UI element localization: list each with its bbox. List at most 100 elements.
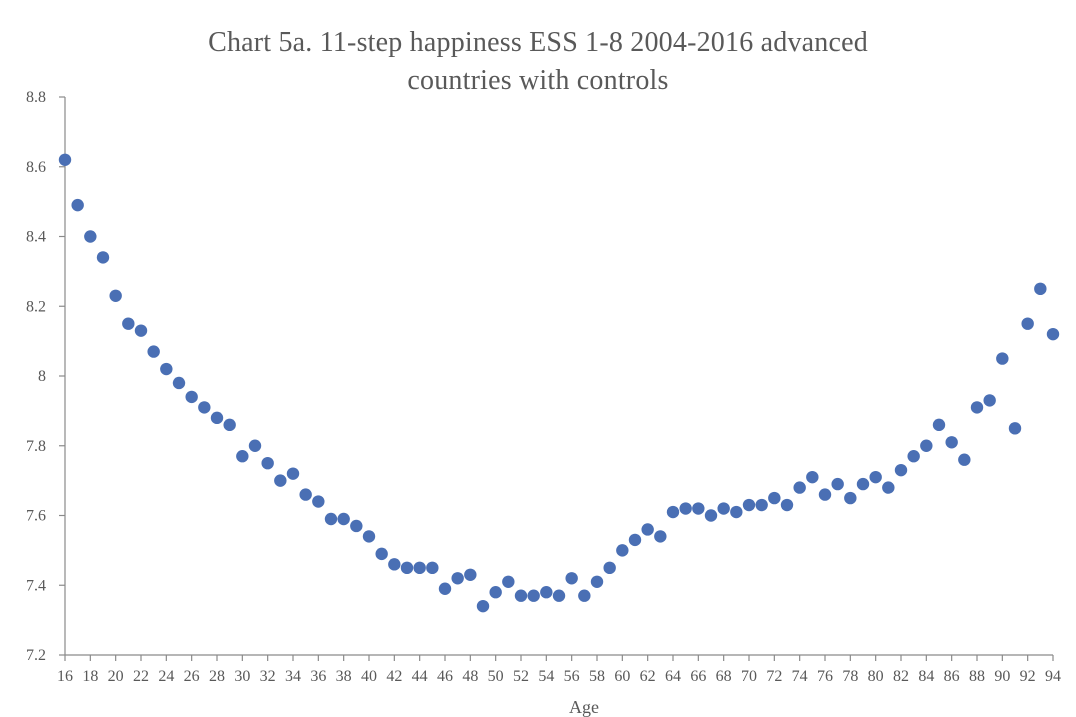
data-point [1008, 422, 1022, 435]
data-point [818, 488, 832, 501]
x-tick-label: 54 [538, 668, 554, 685]
data-points [58, 153, 1060, 613]
x-tick-label: 42 [386, 668, 402, 685]
data-point [134, 324, 148, 337]
x-tick-label: 88 [969, 668, 985, 685]
data-point [426, 561, 439, 575]
data-point [1046, 327, 1060, 341]
data-point [400, 561, 414, 575]
x-tick-label: 30 [234, 668, 250, 685]
x-tick-label: 90 [994, 668, 1010, 685]
data-point [337, 512, 350, 526]
data-point [654, 530, 667, 543]
data-point [198, 401, 211, 414]
x-tick-label: 76 [817, 668, 833, 685]
data-point [147, 345, 160, 358]
y-tick-label: 7.8 [26, 438, 46, 455]
data-point [920, 439, 933, 452]
data-point [641, 523, 654, 536]
x-tick-label: 48 [462, 668, 478, 685]
data-point [666, 505, 680, 519]
data-point [299, 488, 312, 501]
x-tick-label: 32 [260, 668, 276, 685]
data-point [540, 586, 553, 599]
data-point [628, 533, 642, 547]
data-point [755, 498, 768, 512]
x-tick-label: 50 [488, 668, 504, 685]
x-tick-label: 60 [614, 668, 630, 685]
data-point [793, 481, 806, 494]
data-point [413, 561, 426, 575]
data-point [983, 394, 996, 407]
data-point [882, 481, 895, 494]
x-tick-label: 40 [361, 668, 377, 685]
y-tick-label: 8.8 [26, 89, 46, 106]
data-point [856, 477, 870, 491]
x-tick-label: 64 [665, 668, 681, 685]
x-axis-ticks: 16 18 20 22 24 26 28 30 32 34 36 38 40 42 44 46 48 50 52 54… [57, 655, 1061, 685]
data-point [742, 498, 756, 512]
x-tick-label: 58 [589, 668, 605, 685]
data-point [375, 547, 388, 561]
x-tick-label: 22 [133, 668, 149, 685]
x-tick-label: 74 [792, 668, 808, 685]
data-point [768, 491, 781, 505]
data-point [58, 153, 72, 166]
data-point [844, 491, 857, 505]
x-tick-label: 78 [842, 668, 858, 685]
data-point [84, 230, 97, 243]
data-point [489, 586, 502, 599]
data-point [970, 401, 984, 414]
x-tick-label: 66 [690, 668, 706, 685]
x-tick-label: 72 [766, 668, 782, 685]
y-tick-label: 8.6 [26, 159, 46, 176]
data-point [185, 390, 198, 404]
data-point [616, 544, 629, 557]
data-point [894, 463, 908, 477]
data-point [932, 418, 946, 432]
data-point [806, 470, 819, 484]
data-point [704, 509, 718, 522]
x-tick-label: 92 [1020, 668, 1036, 685]
chart-title: Chart 5a. 11-step happiness ESS 1-8 2004… [0, 24, 1076, 100]
data-point [451, 572, 464, 585]
data-point [527, 589, 540, 602]
data-point [122, 317, 135, 330]
x-tick-label: 16 [57, 668, 73, 685]
x-tick-label: 44 [412, 668, 428, 685]
x-tick-label: 46 [437, 668, 453, 685]
x-tick-label: 18 [82, 668, 98, 685]
data-point [831, 477, 844, 491]
data-point [907, 450, 920, 463]
x-tick-label: 52 [513, 668, 529, 685]
data-point [286, 467, 300, 480]
x-tick-label: 38 [336, 668, 352, 685]
x-tick-label: 62 [640, 668, 656, 685]
data-point [210, 411, 224, 425]
x-tick-label: 20 [108, 668, 124, 685]
data-point [236, 450, 249, 463]
y-tick-label: 8.2 [26, 298, 46, 315]
data-point [590, 575, 604, 588]
chart-title-line-2: countries with controls [407, 65, 669, 96]
data-point [350, 519, 363, 533]
data-point [1021, 317, 1034, 330]
data-point [223, 418, 236, 432]
x-tick-label: 86 [944, 668, 960, 685]
data-point [172, 376, 186, 390]
y-tick-label: 7.4 [26, 577, 46, 594]
x-tick-label: 28 [209, 668, 225, 685]
data-point [476, 599, 490, 613]
data-point [679, 502, 692, 515]
x-tick-label: 82 [893, 668, 909, 685]
x-tick-label: 26 [184, 668, 200, 685]
data-point [1034, 282, 1047, 296]
y-tick-label: 8.4 [26, 229, 46, 246]
data-point [996, 352, 1009, 365]
data-point [362, 530, 376, 543]
data-point [565, 572, 578, 585]
data-point [324, 512, 338, 526]
data-point [312, 495, 325, 508]
